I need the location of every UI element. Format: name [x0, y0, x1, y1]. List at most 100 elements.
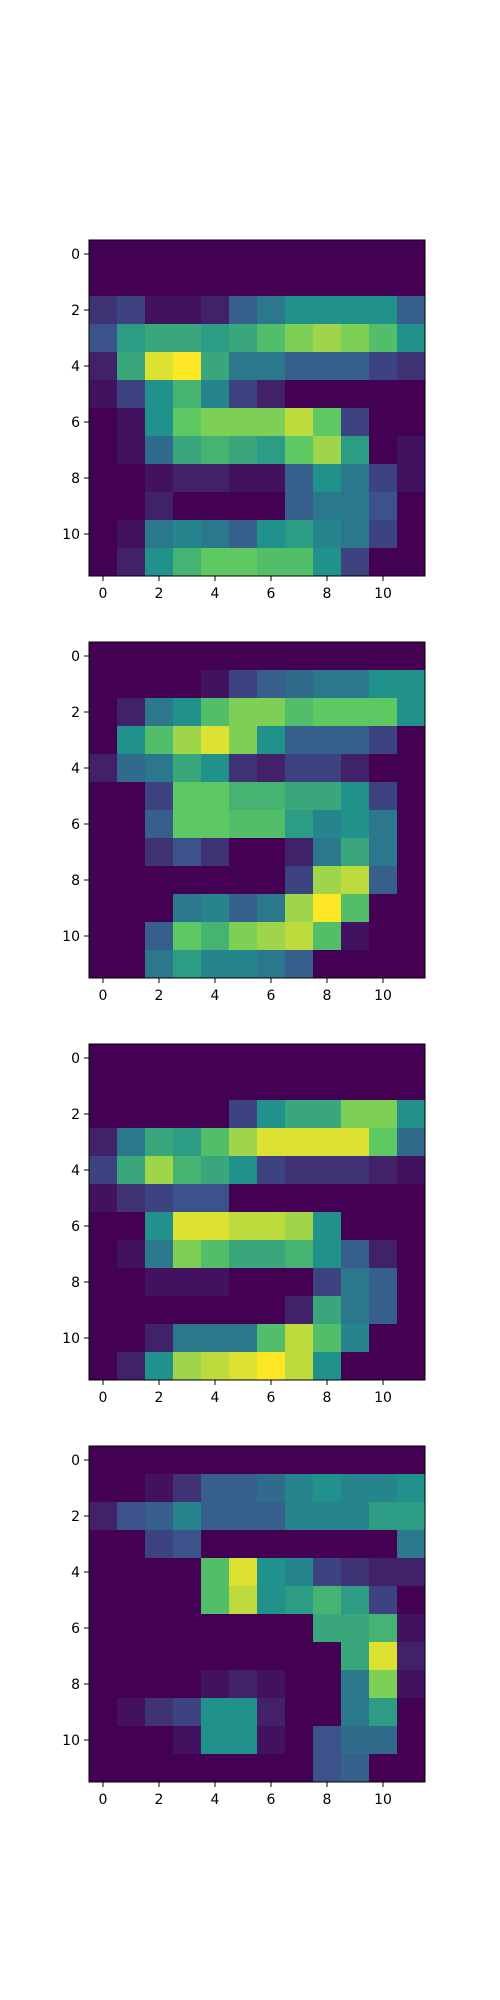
heatmap-cell — [173, 1726, 202, 1755]
heatmap-cell — [257, 1100, 286, 1129]
heatmap-cell — [201, 1128, 230, 1157]
heatmap-cell — [89, 1670, 118, 1699]
heatmap-cell — [173, 1240, 202, 1269]
heatmap-cell — [257, 1530, 286, 1559]
heatmap-cell — [229, 1698, 258, 1727]
heatmap-cell — [341, 894, 370, 923]
heatmap-cell — [257, 1614, 286, 1643]
heatmap-cell — [173, 726, 202, 755]
heatmap-cell — [257, 1558, 286, 1587]
heatmap-cell — [173, 1296, 202, 1325]
heatmap-cell — [313, 754, 342, 783]
heatmap-cell — [173, 782, 202, 811]
heatmap-cell — [201, 492, 230, 521]
heatmap-cell — [173, 1530, 202, 1559]
heatmap-cell — [313, 380, 342, 409]
heatmap-cell — [341, 352, 370, 381]
heatmap-cell — [117, 1502, 146, 1531]
heatmap-cell — [145, 268, 174, 297]
heatmap-cell — [201, 1754, 230, 1783]
heatmap-cell — [369, 838, 398, 867]
heatmap-cell — [397, 1268, 426, 1297]
heatmap-cell — [397, 1128, 426, 1157]
heatmap-cell — [117, 324, 146, 353]
heatmap-cell — [397, 866, 426, 895]
heatmap-cell — [229, 492, 258, 521]
heatmap-cell — [285, 1670, 314, 1699]
heatmap-cell — [229, 352, 258, 381]
heatmap-cell — [369, 1698, 398, 1727]
heatmap-cell — [145, 1324, 174, 1353]
heatmap-cell — [341, 754, 370, 783]
heatmap-cell — [229, 1100, 258, 1129]
heatmap-cell — [201, 464, 230, 493]
heatmap-cell — [257, 380, 286, 409]
heatmap-cell — [89, 1642, 118, 1671]
heatmap-cell — [257, 838, 286, 867]
heatmap-cell — [257, 1296, 286, 1325]
heatmap-cell — [89, 726, 118, 755]
heatmap-cell — [89, 268, 118, 297]
heatmap-cell — [285, 408, 314, 437]
heatmap-cell — [229, 670, 258, 699]
heatmap-cell — [313, 240, 342, 269]
heatmap-cell — [313, 408, 342, 437]
heatmap-cell — [173, 1212, 202, 1241]
heatmap-cell — [201, 810, 230, 839]
heatmap-cell — [201, 408, 230, 437]
heatmap-cell — [341, 1642, 370, 1671]
heatmap-cell — [89, 1184, 118, 1213]
heatmap-cell — [341, 1044, 370, 1073]
heatmap-cell — [369, 1474, 398, 1503]
heatmap-cell — [397, 1614, 426, 1643]
heatmap-cell — [285, 1698, 314, 1727]
heatmap-cell — [257, 352, 286, 381]
y-tick-label: 4 — [71, 359, 80, 375]
heatmap-cell — [369, 810, 398, 839]
x-tick-label: 8 — [323, 1390, 332, 1406]
heatmap-cell — [117, 1586, 146, 1615]
heatmap-cell — [201, 726, 230, 755]
heatmap-cell — [173, 1754, 202, 1783]
heatmap-cell — [257, 1184, 286, 1213]
heatmap-cell — [117, 866, 146, 895]
heatmap-cell — [117, 240, 146, 269]
heatmap-cell — [341, 548, 370, 577]
heatmap-cell — [201, 324, 230, 353]
heatmap-cell — [285, 922, 314, 951]
heatmap-cell — [257, 1446, 286, 1475]
heatmap-cell — [397, 1754, 426, 1783]
x-tick-label: 2 — [155, 586, 164, 602]
heatmap-cell — [369, 464, 398, 493]
heatmap-cell — [117, 380, 146, 409]
heatmap-cell — [257, 894, 286, 923]
heatmap-cell — [201, 1044, 230, 1073]
heatmap-cell — [229, 1614, 258, 1643]
heatmap-cell — [369, 1586, 398, 1615]
heatmap-cell — [201, 950, 230, 979]
heatmap-cell — [229, 1670, 258, 1699]
heatmap-cell — [257, 268, 286, 297]
heatmap-cell — [341, 380, 370, 409]
heatmap-cell — [89, 1530, 118, 1559]
heatmap-cell — [89, 492, 118, 521]
heatmap-cell — [285, 1352, 314, 1381]
heatmap-cell — [341, 520, 370, 549]
heatmap-cell — [145, 1446, 174, 1475]
heatmap-cell — [201, 838, 230, 867]
heatmap-cell — [257, 324, 286, 353]
heatmap-cell — [145, 548, 174, 577]
y-tick-label: 0 — [71, 1453, 80, 1469]
heatmap-cell — [285, 1558, 314, 1587]
heatmap-cell — [257, 698, 286, 727]
heatmap-cell — [341, 1502, 370, 1531]
heatmap-cell — [397, 1324, 426, 1353]
heatmap-cell — [369, 1268, 398, 1297]
heatmap-cell — [369, 894, 398, 923]
heatmap-cell — [117, 1184, 146, 1213]
heatmap-cell — [201, 1100, 230, 1129]
heatmap-cell — [313, 1530, 342, 1559]
heatmap-cell — [89, 1156, 118, 1185]
heatmap-cell — [341, 1240, 370, 1269]
